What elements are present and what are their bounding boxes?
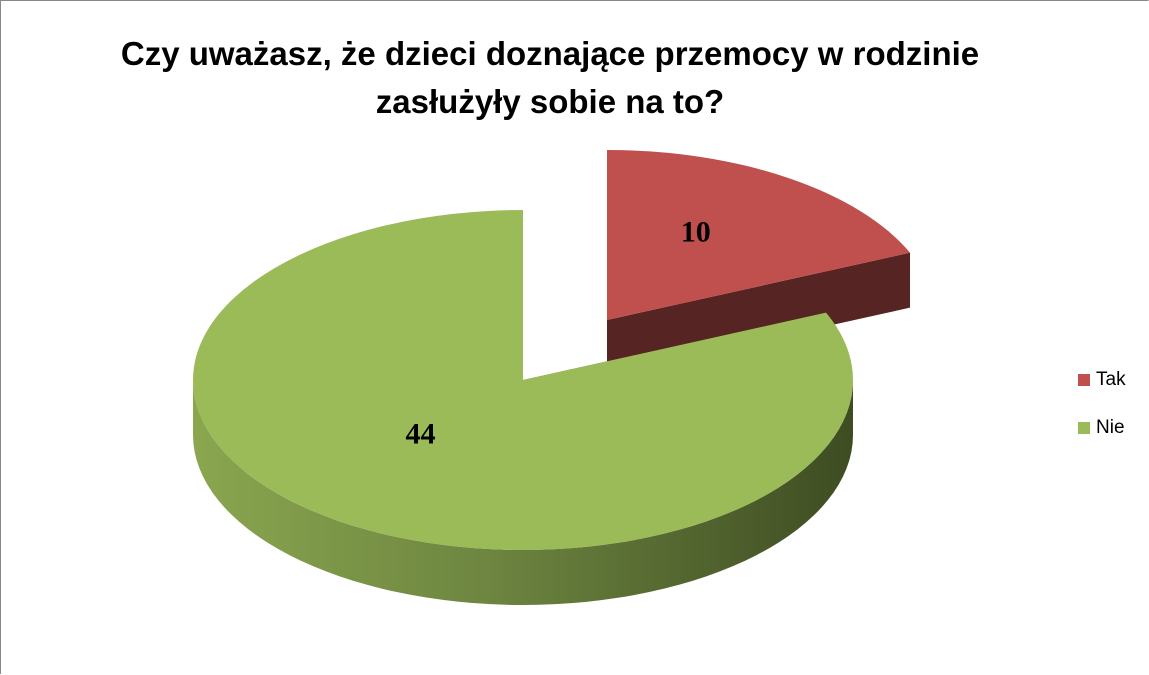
pie-slice (192, 210, 853, 550)
legend-swatch (1078, 374, 1090, 386)
chart-title: Czy uważasz, że dzieci doznające przemoc… (120, 35, 980, 120)
slice-side (193, 380, 853, 605)
legend-swatch (1078, 422, 1090, 434)
data-label: 10 (681, 216, 711, 249)
legend-label: Tak (1096, 369, 1126, 390)
data-label: 44 (405, 418, 435, 451)
slice-face (607, 252, 911, 375)
legend-label: Nie (1096, 417, 1125, 438)
pie-slice (607, 150, 911, 320)
